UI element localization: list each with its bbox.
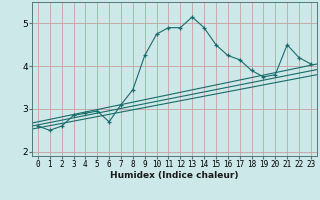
X-axis label: Humidex (Indice chaleur): Humidex (Indice chaleur): [110, 171, 239, 180]
